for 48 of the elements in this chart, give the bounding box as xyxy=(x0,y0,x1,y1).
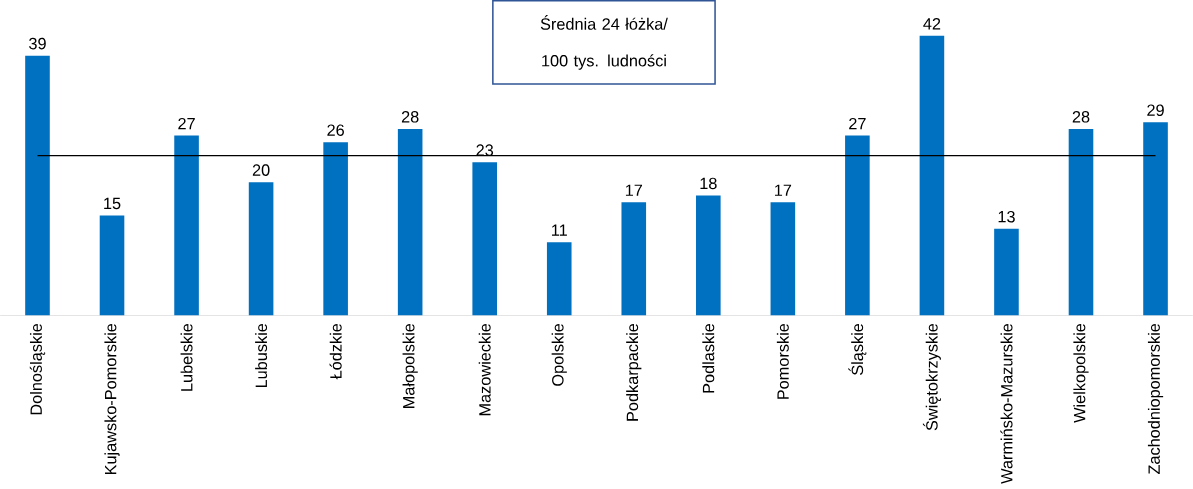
data-label: 28 xyxy=(1072,110,1090,123)
x-tick-label: Zachodniopomorskie xyxy=(1147,323,1164,474)
data-label: 26 xyxy=(327,124,344,136)
bar xyxy=(25,55,50,316)
bar xyxy=(919,35,945,316)
x-tick-label: Śląskie xyxy=(848,323,867,375)
bar xyxy=(472,162,497,316)
bar xyxy=(621,202,647,316)
data-label: 20 xyxy=(252,164,270,176)
data-label: 29 xyxy=(1147,104,1164,116)
data-label: 28 xyxy=(401,110,419,123)
bar xyxy=(248,182,274,316)
x-tick-label: Podkarpackie xyxy=(626,323,642,421)
bar xyxy=(1068,128,1094,316)
x-tick-label: Mazowieckie xyxy=(478,323,491,416)
data-label: 27 xyxy=(849,117,866,130)
x-tick-label: Łódzkie xyxy=(329,323,342,380)
bar xyxy=(1143,122,1168,316)
bar xyxy=(323,142,348,316)
data-label: 11 xyxy=(552,224,567,236)
x-tick-label: Warmińsko-Mazurskie xyxy=(1000,323,1013,484)
bar xyxy=(99,215,125,316)
x-tick-label: Lubuskie xyxy=(255,323,268,387)
data-label: 42 xyxy=(923,17,941,30)
bar xyxy=(696,195,721,316)
x-tick-label: Wielkopolskie xyxy=(1073,323,1089,423)
x-tick-label: Opolskie xyxy=(551,323,567,386)
x-tick-label: Małopolskie xyxy=(402,323,418,408)
bar xyxy=(397,128,423,316)
data-label: 18 xyxy=(700,177,717,190)
data-label: 13 xyxy=(998,210,1015,223)
bar xyxy=(845,135,870,316)
x-tick-label: Podlaskie xyxy=(702,323,715,393)
data-label: 15 xyxy=(104,197,121,210)
text: Średnia 24 łóżka/ 100 tys. ludności xyxy=(540,14,668,70)
bar xyxy=(994,228,1019,316)
data-label: 17 xyxy=(625,184,643,196)
bar xyxy=(174,135,199,316)
data-label: 39 xyxy=(29,37,46,50)
bar xyxy=(546,241,572,316)
x-tick-label: Dolnośląskie xyxy=(29,323,46,415)
data-label: 27 xyxy=(178,117,195,130)
x-tick-label: Kujawsko-Pomorskie xyxy=(104,323,120,474)
x-tick-label: Świętokrzyskie xyxy=(922,323,941,431)
bar xyxy=(770,202,796,316)
x-tick-label: Pomorskie xyxy=(776,323,789,399)
x-tick-label: Lubelskie xyxy=(180,323,193,391)
data-label: 17 xyxy=(775,184,792,196)
